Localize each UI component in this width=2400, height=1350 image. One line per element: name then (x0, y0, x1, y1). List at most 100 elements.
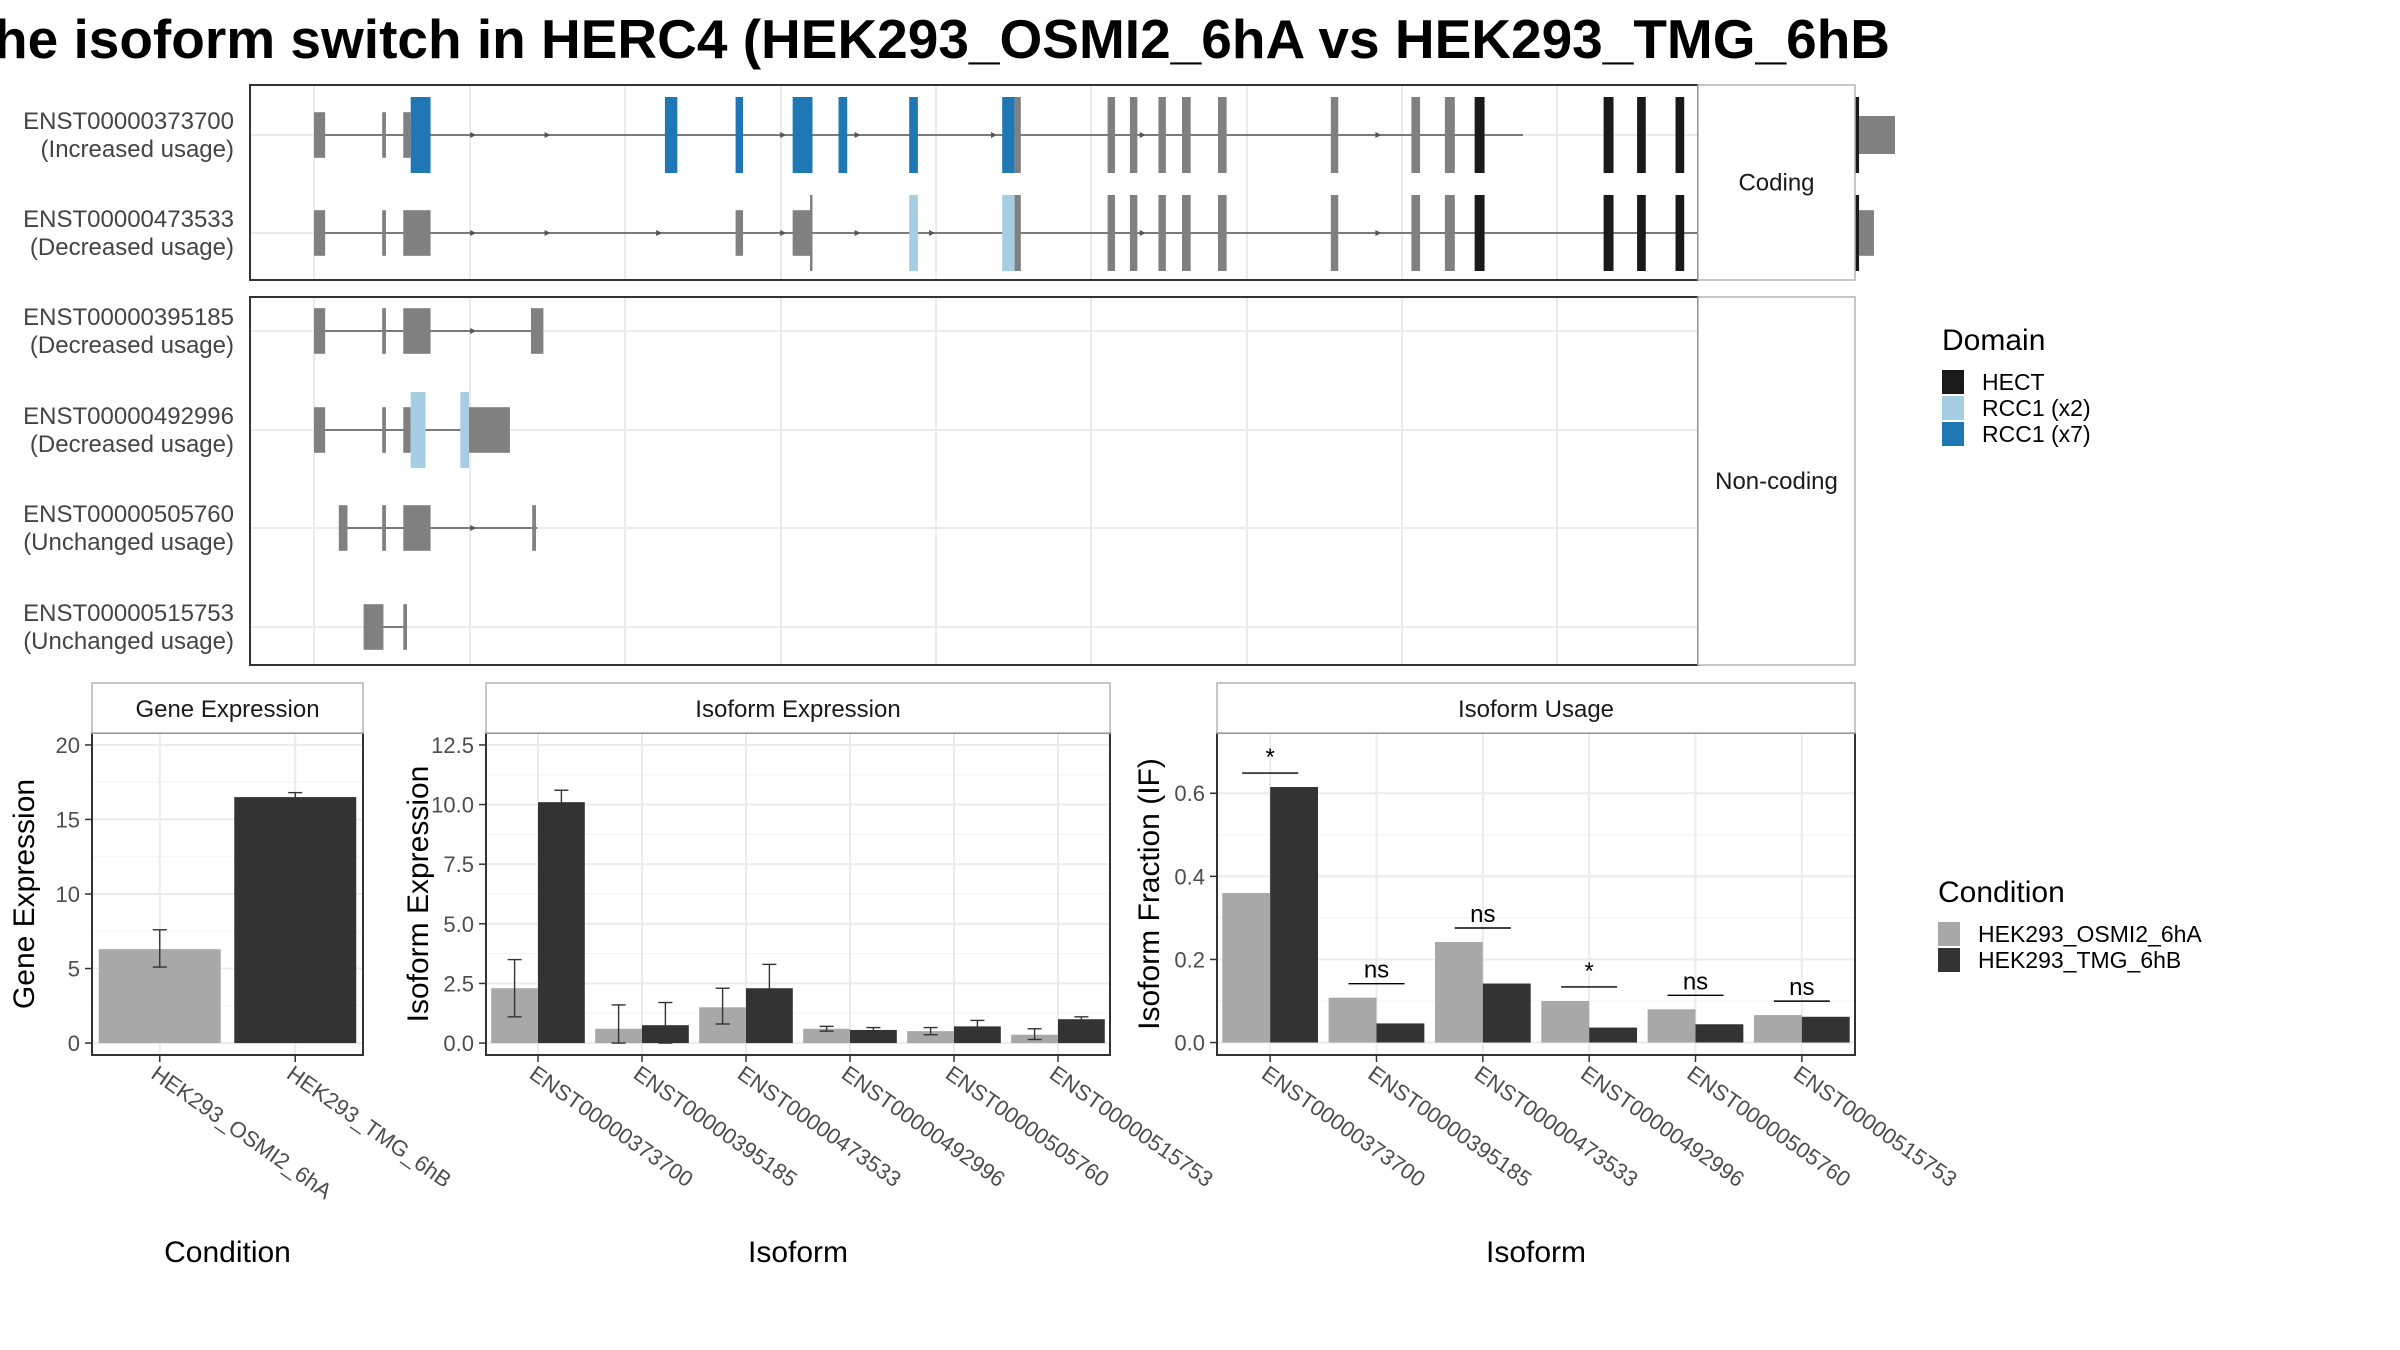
legend-swatch (1942, 370, 1964, 394)
transcript-usage-label: (Decreased usage) (30, 234, 234, 261)
transcript-ENST00000515753: ENST00000515753(Unchanged usage) (23, 600, 407, 655)
exon-hect (1603, 97, 1614, 173)
exon-rcc1_x7 (909, 97, 918, 173)
y-tick-label: 10 (56, 882, 80, 907)
exon-gray (314, 407, 326, 453)
exon-gray (382, 210, 386, 256)
exon-gray (403, 308, 431, 354)
y-tick-label: 0.4 (1174, 864, 1205, 889)
transcript-structure-panels: ENST00000373700(Increased usage)ENST0000… (23, 84, 1895, 666)
transcript-ENST00000505760: ENST00000505760(Unchanged usage) (23, 501, 538, 556)
transcript-id-label: ENST00000373700 (23, 108, 234, 135)
strand-arrow (544, 132, 551, 138)
strand-arrow (1375, 132, 1382, 138)
strip-box (91, 682, 364, 734)
exon-gray (314, 112, 326, 158)
bar (234, 797, 357, 1044)
bar (1589, 1027, 1638, 1043)
exon-gray (1014, 97, 1021, 173)
transcript-usage-label: (Unchanged usage) (23, 628, 234, 655)
exon-rcc1_x7 (410, 97, 431, 173)
exon-gray (1217, 195, 1227, 271)
bar (1376, 1023, 1425, 1043)
exon-gray (314, 308, 326, 354)
exon-gray (1217, 97, 1227, 173)
exon-gray (1859, 116, 1895, 154)
legend-swatch (1938, 922, 1960, 946)
strip-label-coding: Coding (1738, 170, 1814, 197)
exon-gray (1158, 97, 1166, 173)
exon-gray (1411, 195, 1421, 271)
exon-gray (531, 308, 544, 354)
significance-label: ns (1364, 957, 1389, 984)
bar (538, 802, 585, 1044)
legend-title: Condition (1938, 876, 2065, 909)
exon-gray (403, 505, 431, 551)
legend-swatch (1942, 396, 1964, 420)
exon-gray (382, 407, 386, 453)
transcript-id-label: ENST00000492996 (23, 403, 234, 430)
strip-box (1697, 296, 1856, 666)
figure-title: he isoform switch in HERC4 (HEK293_OSMI2… (0, 8, 1890, 70)
transcript-id-label: ENST00000395185 (23, 304, 234, 331)
strand-arrow (470, 525, 477, 531)
strand-arrow (854, 132, 861, 138)
bar (954, 1026, 1001, 1044)
exon-gray (403, 210, 431, 256)
significance-label: * (1584, 958, 1593, 985)
exon-hect (1675, 97, 1685, 173)
exon-gray (1129, 195, 1138, 271)
exon-gray (792, 210, 810, 256)
bar (1058, 1019, 1105, 1044)
strand-arrow (780, 230, 787, 236)
bar (1695, 1024, 1744, 1043)
exon-gray (338, 505, 348, 551)
exon-rcc1_x2 (410, 392, 426, 468)
x-axis-title: Condition (164, 1236, 291, 1269)
transcript-ENST00000473533: ENST00000473533(Decreased usage) (23, 195, 1874, 271)
transcript-usage-label: (Decreased usage) (30, 332, 234, 359)
exon-gray (363, 604, 384, 650)
bar (1270, 787, 1319, 1043)
legend-item-label: RCC1 (x7) (1982, 421, 2091, 447)
y-tick-label: 0.6 (1174, 781, 1205, 806)
exon-hect (1603, 195, 1614, 271)
y-tick-label: 5.0 (443, 912, 474, 937)
bar (1222, 892, 1271, 1043)
legend-item-label: RCC1 (x2) (1982, 395, 2091, 421)
exon-hect (1637, 195, 1646, 271)
legend-title: Domain (1942, 324, 2045, 357)
exon-gray (1129, 97, 1138, 173)
transcript-usage-label: (Decreased usage) (30, 431, 234, 458)
y-tick-label: 10.0 (431, 793, 474, 818)
panel-title: Isoform Expression (695, 696, 900, 723)
exon-gray (735, 210, 744, 256)
exon-gray (469, 407, 510, 453)
strand-arrow (991, 132, 997, 138)
legend-swatch (1942, 422, 1964, 446)
strand-arrow (1375, 230, 1382, 236)
significance-label: ns (1470, 901, 1495, 928)
bar (803, 1028, 850, 1044)
exon-gray (810, 195, 813, 271)
bar (1647, 1009, 1696, 1043)
transcript-usage-label: (Unchanged usage) (23, 529, 234, 556)
x-axis-title: Isoform (748, 1236, 848, 1269)
panel-title: Gene Expression (135, 696, 319, 723)
strand-arrow (929, 230, 935, 236)
bar (1328, 997, 1377, 1043)
strip-box (485, 682, 1111, 734)
exon-gray (382, 505, 386, 551)
strip-box (1216, 682, 1856, 734)
exon-gray (1182, 195, 1191, 271)
strand-arrow (470, 230, 477, 236)
bar (1801, 1016, 1850, 1043)
bar (1434, 941, 1483, 1043)
exon-rcc1_x2 (909, 195, 918, 271)
y-tick-label: 0 (68, 1031, 80, 1056)
strip-label-non-coding: Non-coding (1715, 468, 1838, 495)
exon-rcc1_x7 (838, 97, 848, 173)
